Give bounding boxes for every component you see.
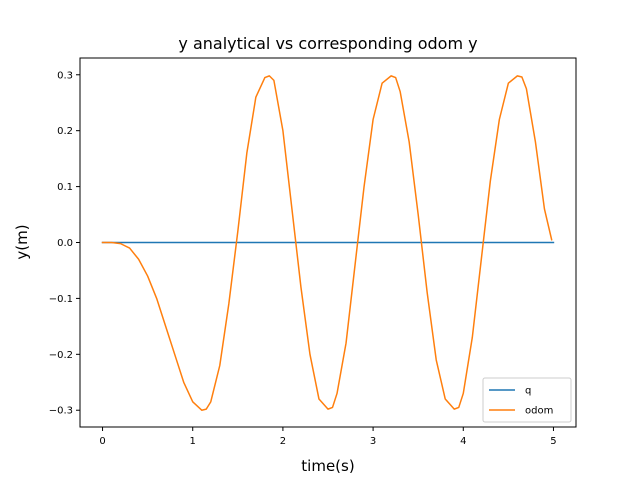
y-tick-label-5: 0.2 [57, 126, 73, 137]
series-layer [101, 75, 555, 411]
y-tick-label-0: −0.3 [49, 406, 73, 417]
legend-label-q: q [525, 386, 531, 397]
legend-box [482, 377, 572, 423]
y-tick-label-2: −0.1 [49, 294, 73, 305]
chart-title: y analytical vs corresponding odom y [178, 34, 477, 53]
y-tick-label-4: 0.1 [57, 182, 73, 193]
legend-label-odom: odom [525, 406, 553, 417]
series-line-odom [101, 75, 553, 411]
legend: q odom [482, 377, 572, 423]
x-tick-label-2: 2 [280, 436, 286, 447]
x-tick-label-3: 3 [370, 436, 376, 447]
y-axis-ticks: −0.3 −0.2 −0.1 0.0 0.1 0.2 0.3 [49, 70, 80, 417]
y-tick-label-1: −0.2 [49, 350, 73, 361]
x-tick-label-0: 0 [99, 436, 105, 447]
y-tick-label-6: 0.3 [57, 70, 73, 81]
y-axis-label: y(m) [13, 224, 31, 259]
x-tick-label-4: 4 [460, 436, 466, 447]
x-axis-label: time(s) [301, 457, 354, 475]
x-tick-label-5: 5 [550, 436, 556, 447]
y-tick-label-3: 0.0 [57, 238, 73, 249]
x-tick-label-1: 1 [190, 436, 196, 447]
x-axis-ticks: 0 1 2 3 4 5 [99, 427, 557, 447]
